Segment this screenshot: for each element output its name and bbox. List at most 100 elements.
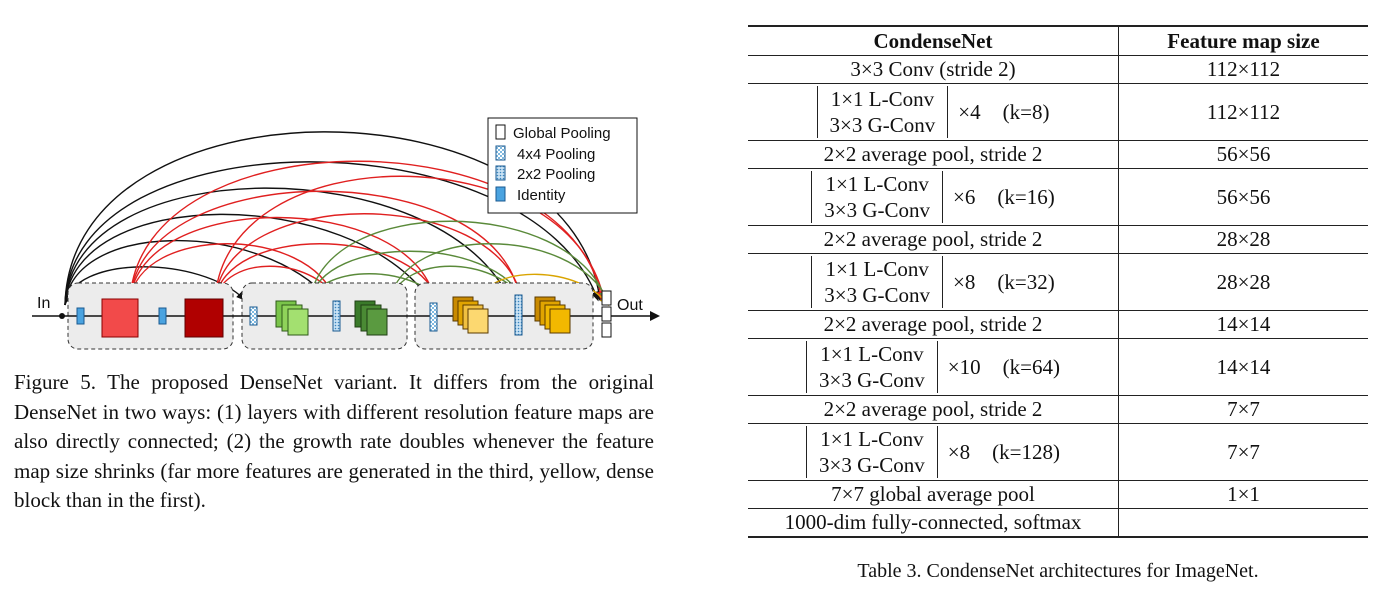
layer-cell: 2×2 average pool, stride 2 xyxy=(748,140,1119,169)
size-cell: 112×112 xyxy=(1118,55,1368,84)
global-pooling-box xyxy=(601,322,612,338)
dense-block-cell: 1×1 L-Conv 3×3 G-Conv ×10 (k=64) xyxy=(748,338,1119,396)
size-cell: 14×14 xyxy=(1118,338,1368,396)
dense-block-cell: 1×1 L-Conv 3×3 G-Conv ×8 (k=128) xyxy=(748,423,1119,481)
block-line-1: 1×1 L-Conv xyxy=(820,427,924,451)
output-label: Out xyxy=(617,297,643,314)
block-line-2: 3×3 G-Conv xyxy=(819,368,925,392)
growth-rate: (k=64) xyxy=(1002,354,1060,379)
pooling-box-4x4 xyxy=(429,302,438,332)
size-cell: 14×14 xyxy=(1118,310,1368,339)
arc-red-6 xyxy=(214,213,525,302)
arc-green-1 xyxy=(309,220,608,302)
global-pooling-boxes xyxy=(601,290,612,338)
output-arrowhead xyxy=(650,311,660,321)
layer-bracket: 1×1 L-Conv 3×3 G-Conv xyxy=(811,256,944,308)
feature-map-green-1c xyxy=(287,308,309,336)
pooling-box-4x4 xyxy=(249,306,258,326)
legend-label-2x2-pooling: 2x2 Pooling xyxy=(517,166,595,183)
dense-block-cell: 1×1 L-Conv 3×3 G-Conv ×4 (k=8) xyxy=(748,83,1119,141)
legend: Global Pooling 4x4 Pooling 2x2 Pooling I… xyxy=(487,117,638,214)
global-pooling-box xyxy=(601,290,612,306)
size-cell xyxy=(1118,508,1368,538)
block-multiplier: ×6 xyxy=(953,184,976,209)
dense-block-1 xyxy=(76,298,224,338)
layer-bracket: 1×1 L-Conv 3×3 G-Conv xyxy=(816,86,949,138)
block-line-2: 3×3 G-Conv xyxy=(829,113,936,137)
table-caption: Table 3. CondenseNet architectures for I… xyxy=(857,560,1259,582)
arc-red-3 xyxy=(129,216,438,302)
arc-red-4 xyxy=(129,243,337,302)
dense-block-cell: 1×1 L-Conv 3×3 G-Conv ×6 (k=16) xyxy=(748,168,1119,226)
legend-label-global-pooling: Global Pooling xyxy=(513,125,611,142)
arc-green-4 xyxy=(389,243,609,302)
pooling-box-2x2 xyxy=(514,294,523,336)
arc-black-2 xyxy=(64,161,600,306)
block-line-1: 1×1 L-Conv xyxy=(820,342,924,366)
table-row: 2×2 average pool, stride 2 56×56 xyxy=(748,140,1368,169)
legend-swatch-2x2-pooling xyxy=(495,165,506,181)
block-multiplier: ×8 xyxy=(953,269,976,294)
table-row: 2×2 average pool, stride 2 14×14 xyxy=(748,310,1368,339)
block-line-1: 1×1 L-Conv xyxy=(825,172,929,196)
table-row: 2×2 average pool, stride 2 28×28 xyxy=(748,225,1368,254)
layer-cell: 2×2 average pool, stride 2 xyxy=(748,225,1119,254)
growth-rate: (k=128) xyxy=(992,439,1060,464)
size-cell: 7×7 xyxy=(1118,395,1368,424)
table-row: 1×1 L-Conv 3×3 G-Conv ×8 (k=128) 7×7 xyxy=(748,423,1368,481)
layer-bracket: 1×1 L-Conv 3×3 G-Conv xyxy=(806,341,938,393)
global-pooling-box xyxy=(601,306,612,322)
growth-rate: (k=8) xyxy=(1002,99,1050,124)
legend-swatch-4x4-pooling xyxy=(495,145,506,161)
identity-box xyxy=(158,307,167,325)
identity-box xyxy=(76,307,85,325)
arc-black-1 xyxy=(64,131,604,306)
table-row: 1000-dim fully-connected, softmax xyxy=(748,508,1368,538)
legend-label-4x4-pooling: 4x4 Pooling xyxy=(517,146,595,163)
densenet-diagram: In Out Global Pooling 4x4 Pooling 2x2 Po… xyxy=(32,117,660,350)
input-label: In xyxy=(37,295,50,312)
legend-frame xyxy=(487,117,638,214)
feature-map-yellow-2d xyxy=(549,308,571,334)
growth-rate: (k=16) xyxy=(997,184,1055,209)
size-cell: 112×112 xyxy=(1118,83,1368,141)
dense-block-2 xyxy=(249,300,388,336)
legend-label-identity: Identity xyxy=(517,187,566,204)
input-node xyxy=(59,313,65,319)
block-multiplier: ×8 xyxy=(947,439,971,464)
header-feature-map-size: Feature map size xyxy=(1118,25,1368,56)
arc-red-7 xyxy=(214,243,439,302)
table-row: 1×1 L-Conv 3×3 G-Conv ×8 (k=32) 28×28 xyxy=(748,253,1368,311)
block-line-2: 3×3 G-Conv xyxy=(819,453,925,477)
table-row: 1×1 L-Conv 3×3 G-Conv ×6 (k=16) 56×56 xyxy=(748,168,1368,226)
size-cell: 28×28 xyxy=(1118,253,1368,311)
figure-caption: Figure 5. The proposed DenseNet variant.… xyxy=(14,370,654,512)
arc-red-2 xyxy=(129,190,523,302)
layer-bracket: 1×1 L-Conv 3×3 G-Conv xyxy=(806,426,938,478)
arc-red-5 xyxy=(214,175,607,302)
pooling-box-2x2 xyxy=(332,300,341,332)
layer-bracket: 1×1 L-Conv 3×3 G-Conv xyxy=(811,171,944,223)
dense-block-3 xyxy=(429,294,571,336)
legend-swatch-global-pooling xyxy=(495,124,506,140)
table-row: 2×2 average pool, stride 2 7×7 xyxy=(748,395,1368,424)
arc-black-4 xyxy=(64,213,431,306)
block-line-2: 3×3 G-Conv xyxy=(824,283,931,307)
size-cell: 1×1 xyxy=(1118,480,1368,509)
table-row: 1×1 L-Conv 3×3 G-Conv ×10 (k=64) 14×14 xyxy=(748,338,1368,396)
block-line-1: 1×1 L-Conv xyxy=(825,257,929,281)
table-header-row: CondenseNet Feature map size xyxy=(748,25,1368,56)
layer-cell: 2×2 average pool, stride 2 xyxy=(748,395,1119,424)
layer-cell: 7×7 global average pool xyxy=(748,480,1119,509)
block-multiplier: ×4 xyxy=(958,99,981,124)
block-line-1: 1×1 L-Conv xyxy=(830,87,935,111)
architecture-table: CondenseNet Feature map size 3×3 Conv (s… xyxy=(748,25,1368,538)
feature-map-yellow-1d xyxy=(467,308,489,334)
size-cell: 56×56 xyxy=(1118,168,1368,226)
block-line-2: 3×3 G-Conv xyxy=(824,198,931,222)
feature-map-green-2c xyxy=(366,308,388,336)
size-cell: 28×28 xyxy=(1118,225,1368,254)
legend-swatch-identity xyxy=(495,186,506,202)
arc-red-1 xyxy=(129,160,605,302)
layer-cell: 2×2 average pool, stride 2 xyxy=(748,310,1119,339)
